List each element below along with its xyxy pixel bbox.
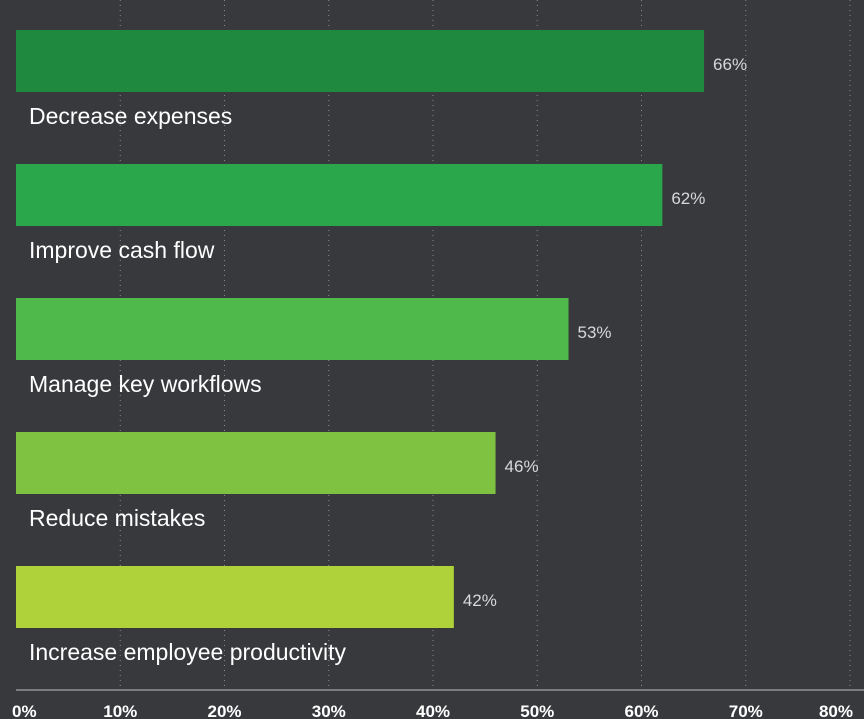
value-label-2: 53% [578, 323, 612, 342]
category-label-4: Increase employee productivity [29, 639, 347, 665]
value-label-4: 42% [463, 591, 497, 610]
value-label-1: 62% [671, 189, 705, 208]
bar-3 [16, 432, 496, 494]
x-tick-label-5: 50% [520, 702, 554, 719]
x-tick-label-8: 80% [819, 702, 853, 719]
category-label-3: Reduce mistakes [29, 505, 205, 531]
x-tick-label-1: 10% [103, 702, 137, 719]
bar-2 [16, 298, 569, 360]
x-tick-label-6: 60% [624, 702, 658, 719]
x-tick-label-2: 20% [207, 702, 241, 719]
category-label-1: Improve cash flow [29, 237, 215, 263]
bar-0 [16, 30, 705, 92]
x-axis-tick-labels: 0% 10% 20% 30% 40% 50% 60% 70% 80% [12, 702, 853, 719]
category-label-2: Manage key workflows [29, 371, 262, 397]
x-tick-label-3: 30% [312, 702, 346, 719]
bar-1 [16, 164, 663, 226]
value-label-3: 46% [505, 457, 539, 476]
x-tick-label-4: 40% [416, 702, 450, 719]
bars-group: 66% Decrease expenses 62% Improve cash flow… [16, 30, 747, 665]
value-label-0: 66% [713, 55, 747, 74]
bar-4 [16, 566, 454, 628]
category-label-0: Decrease expenses [29, 103, 232, 129]
x-tick-label-0: 0% [12, 702, 37, 719]
x-tick-label-7: 70% [729, 702, 763, 719]
